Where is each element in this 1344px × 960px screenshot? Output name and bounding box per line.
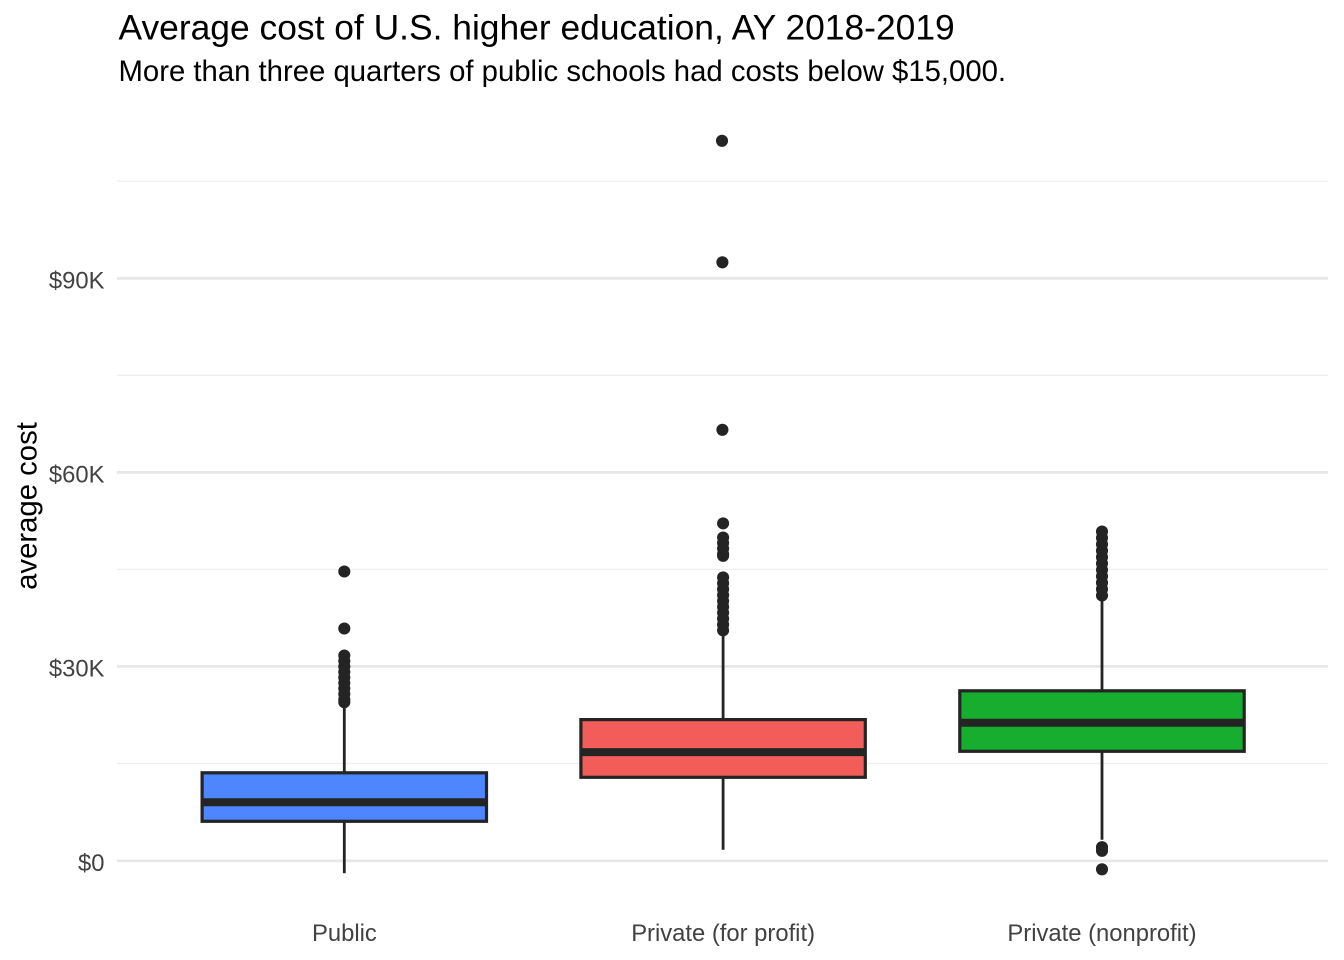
svg-text:$60K: $60K xyxy=(49,462,105,489)
svg-text:Private (nonprofit): Private (nonprofit) xyxy=(1007,920,1196,947)
svg-text:Public: Public xyxy=(312,920,377,947)
svg-text:More than three quarters of pu: More than three quarters of public schoo… xyxy=(119,55,1007,88)
svg-text:$30K: $30K xyxy=(49,656,105,683)
svg-text:Private (for profit): Private (for profit) xyxy=(631,920,815,947)
svg-text:Average cost of U.S. higher ed: Average cost of U.S. higher education, A… xyxy=(119,8,955,48)
svg-text:$90K: $90K xyxy=(49,267,105,294)
svg-text:average cost: average cost xyxy=(11,422,44,590)
svg-text:$0: $0 xyxy=(78,850,104,877)
